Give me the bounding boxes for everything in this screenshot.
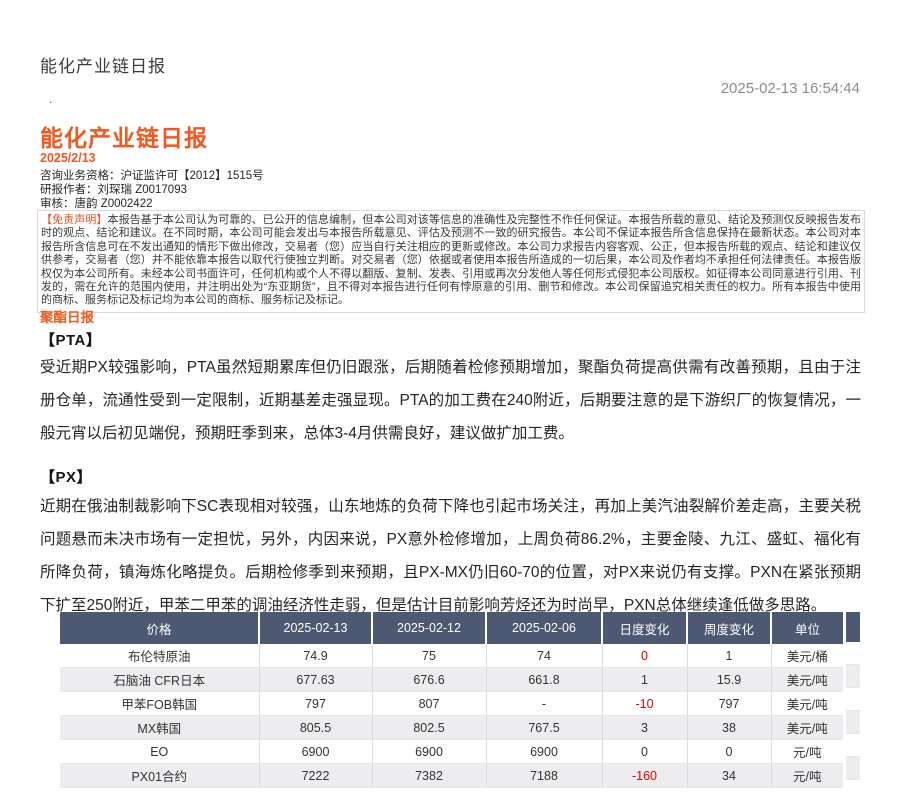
price-table-body: 布伦特原油 74.9 75 74 0 1 美元/桶 石脑油 CFR日本 677.63 676.6 6… [60,644,843,788]
table-row: 布伦特原油 74.9 75 74 0 1 美元/桶 [60,644,843,668]
table-cell: 元/吨 [771,763,843,788]
table-cell: - [486,691,603,716]
table-cell: 677.63 [259,667,373,692]
col-header-weekly-change: 周度变化 [687,612,772,644]
col-header-unit: 单位 [771,612,843,644]
table-cell: 0 [602,644,688,668]
table-cell: 6900 [259,739,373,764]
table-cell: 石脑油 CFR日本 [60,667,260,692]
table-row: 甲苯FOB韩国 797 807- -10 797 美元/吨 [60,691,843,716]
table-cell: EO [60,739,260,764]
qualification-line: 咨询业务资格：沪证监许可【2012】1515号 [40,170,264,182]
table-row: PX01合约 7222 7382 7188 -160 34 元/吨 [60,763,843,788]
table-cell: PX01合约 [60,763,260,788]
table-cell: 美元/吨 [771,691,843,716]
table-cell: 802.5 [372,715,487,740]
section-title-polyester: 聚酯日报 [40,310,94,325]
table-header-row: 价格 2025-02-13 2025-02-12 2025-02-06 日度变化… [60,612,843,644]
table-cell: 甲苯FOB韩国 [60,691,260,716]
table-cell: 7188 [486,763,603,788]
px-paragraph: 近期在俄油制裁影响下SC表现相对较强，山东地炼的负荷下降也引起市场关注，再加上美… [40,498,861,614]
table-cell: 3 [602,715,688,740]
table-cell: 676.6 [372,667,487,692]
col-header-date1: 2025-02-13 [259,612,373,644]
table-cell: 7382 [372,763,487,788]
col-header-date3: 2025-02-06 [486,612,603,644]
table-cell: 元/吨 [771,739,843,764]
disclaimer-text: 本报告基于本公司认为可靠的、已公开的信息编制，但本公司对该等信息的准确性及完整性… [41,214,862,307]
col-header-daily-change: 日度变化 [602,612,688,644]
report-date: 2025/2/13 [40,151,96,165]
report-timestamp: 2025-02-13 16:54:44 [720,80,860,97]
table-cell: 15.9 [687,667,772,692]
table-cell: 0 [687,739,772,764]
table-cell: 74 [486,644,603,668]
table-cell: 6900 [486,739,603,764]
reviewer-line: 审核：唐韵 Z0002422 [40,198,153,210]
table-cell: 美元/吨 [771,715,843,740]
table-row: 石脑油 CFR日本 677.63 676.6 661.8 1 15.9 美元/吨 [60,667,843,692]
table-cell: 美元/桶 [771,644,843,668]
table-cell: 767.5 [486,715,603,740]
table-cell: 1 [602,667,688,692]
col-header-price: 价格 [60,612,260,644]
table-cell: 7222 [259,763,373,788]
table-cell: 布伦特原油 [60,644,260,668]
pta-paragraph: 受近期PX较强影响，PTA虽然短期累库但仍旧跟涨，后期随着检修预期增加，聚酯负荷… [40,359,861,442]
overflow-header-cell [846,612,860,642]
page-title: 能化产业链日报 [40,57,166,76]
table-row: EO 6900 6900 6900 0 0 元/吨 [60,739,843,764]
table-cell: 6900 [372,739,487,764]
table-cell: 美元/吨 [771,667,843,692]
table-cell: -160 [602,763,688,788]
table-cell: 797 [259,691,373,716]
table-cell: 34 [687,763,772,788]
table-cell: 75 [372,644,487,668]
table-cell: 74.9 [259,644,373,668]
price-table-wrap: 价格 2025-02-13 2025-02-12 2025-02-06 日度变化… [60,612,843,788]
table-cell: 38 [687,715,772,740]
table-cell: 661.8 [486,667,603,692]
col-header-date2: 2025-02-12 [372,612,487,644]
table-cell: 797 [687,691,772,716]
author-line: 研报作者：刘琛瑞 Z0017093 [40,184,187,196]
table-row: MX韩国 805.5 802.5 767.5 3 38 美元/吨 [60,715,843,740]
pta-heading: 【PTA】 [40,332,102,349]
disclaimer-box: 【免责声明】本报告基于本公司认为可靠的、已公开的信息编制，但本公司对该等信息的准… [37,210,865,313]
table-cell: 1 [687,644,772,668]
table-cell: MX韩国 [60,715,260,740]
table-cell: 805.5 [259,715,373,740]
table-cell: 0 [602,739,688,764]
table-cell: 807 [372,691,487,716]
stray-dot: . [49,92,53,106]
report-title: 能化产业链日报 [40,125,208,151]
table-overflow-strip [846,612,860,780]
price-table: 价格 2025-02-13 2025-02-12 2025-02-06 日度变化… [60,612,843,788]
px-heading: 【PX】 [40,469,93,486]
table-cell: -10 [602,691,688,716]
disclaimer-label: 【免责声明】 [41,214,108,226]
